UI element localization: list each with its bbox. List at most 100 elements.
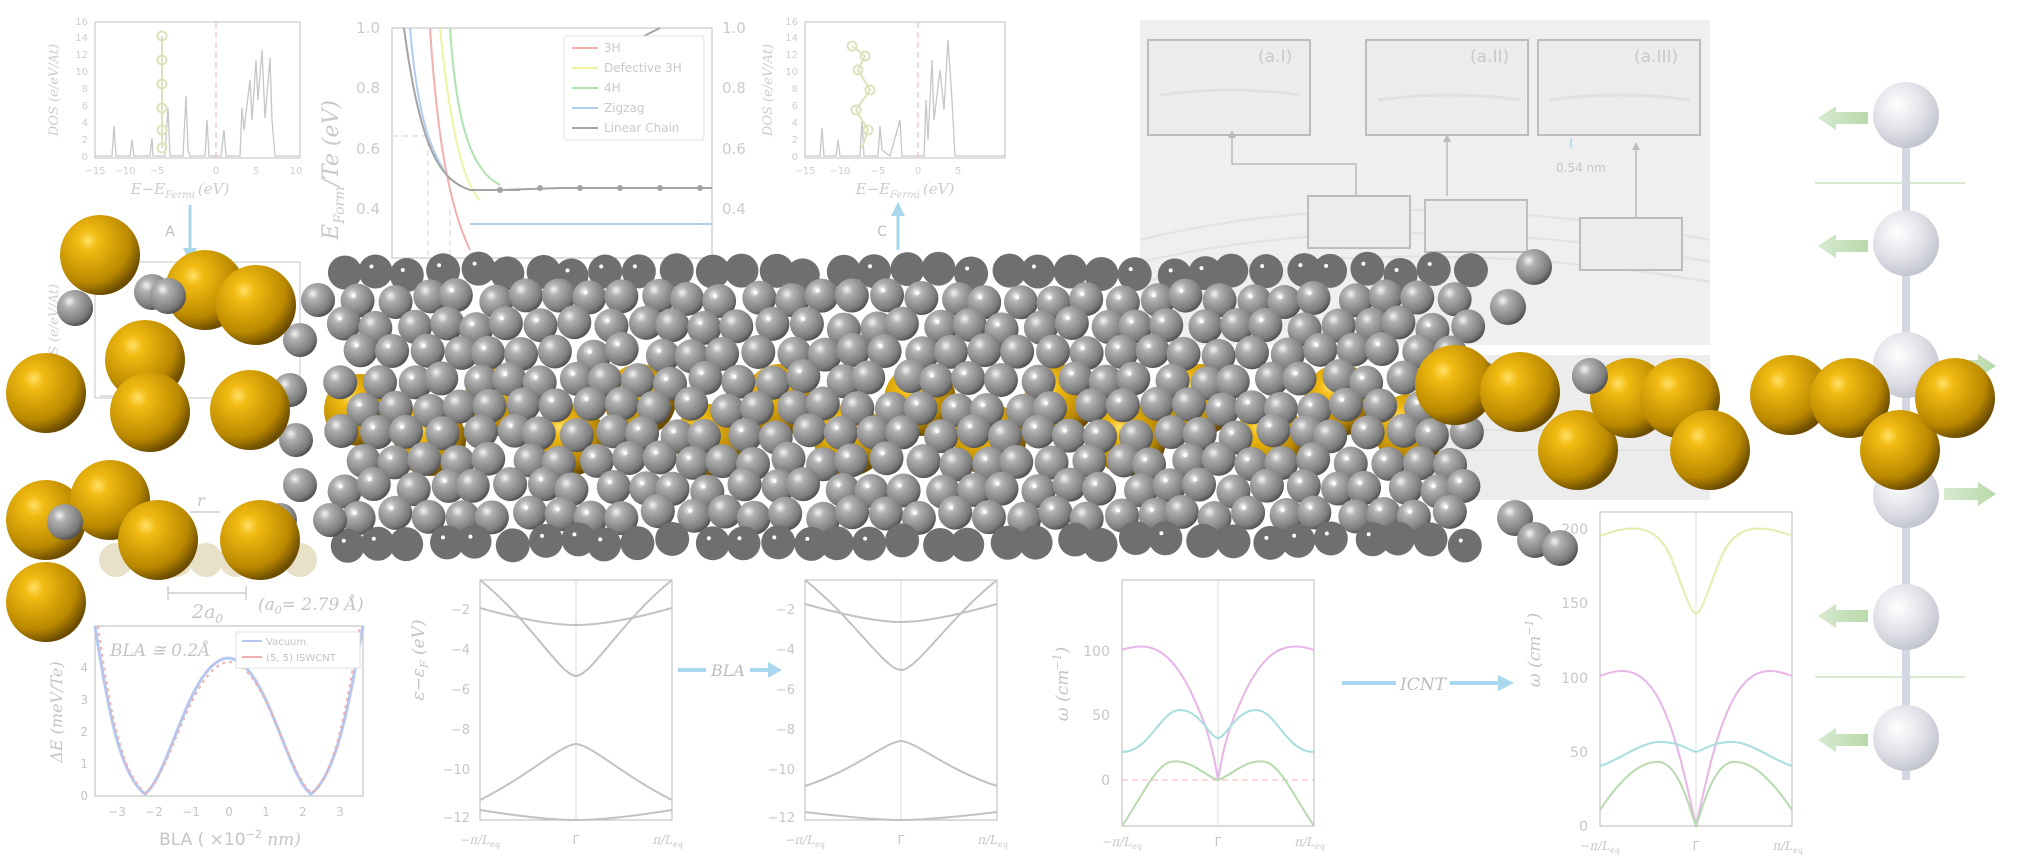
atom-highlight <box>1267 423 1272 428</box>
carbon-atom <box>324 413 359 448</box>
legend-entry: Vacuum <box>266 637 306 648</box>
atom-highlight <box>878 344 883 349</box>
legend-entry: Linear Chain <box>604 121 679 135</box>
carbon-atom <box>705 336 740 371</box>
carbon-atom <box>834 278 869 313</box>
carbon-atom <box>330 528 365 563</box>
bands1-ytick: −8 <box>451 723 470 738</box>
carbon-atom <box>341 501 376 536</box>
carbon-atom <box>1403 446 1438 481</box>
carbon-atom <box>1253 525 1288 560</box>
carbon-atom <box>1350 415 1385 450</box>
carbon-atom <box>495 528 530 563</box>
atom-highlight <box>1361 261 1366 266</box>
atom-highlight <box>1431 484 1436 489</box>
atom-highlight <box>1407 509 1412 514</box>
carbon-atom <box>938 495 973 530</box>
carbon-atom <box>655 521 690 556</box>
carbon-atom <box>1117 257 1152 292</box>
carbon-atom <box>1296 280 1331 315</box>
atom-highlight <box>352 511 357 516</box>
carbon-atom <box>792 413 827 448</box>
atom-highlight <box>1344 456 1349 461</box>
carbon-atom <box>1124 473 1159 508</box>
atom-highlight <box>534 318 539 323</box>
carbon-atom <box>604 279 639 314</box>
carbon-atom <box>1214 253 1249 288</box>
carbon-atom <box>1432 494 1467 529</box>
carbon-atom <box>1205 392 1240 427</box>
carbon-atom <box>771 441 806 476</box>
carbon-atom <box>1182 467 1217 502</box>
atom-highlight <box>623 450 628 455</box>
atom-highlight <box>468 534 473 539</box>
bla-transition-arrow: BLA <box>678 658 782 680</box>
carbon-atom <box>343 333 378 368</box>
carbon-atom <box>919 363 954 398</box>
carbon-atom <box>360 526 395 561</box>
atom-highlight <box>965 266 970 271</box>
tellurium-atom <box>1415 345 1495 425</box>
atom-highlight <box>805 536 810 541</box>
dos-a-xlabel: E−EFermi (eV) <box>130 180 230 201</box>
chain-a0-value: (a0= 2.79 Å) <box>258 594 364 617</box>
phonon1-xtick: Γ <box>1215 835 1222 849</box>
carbon-atom <box>726 526 761 561</box>
atom-highlight <box>688 508 693 513</box>
atom-highlight <box>442 478 447 483</box>
atom-highlight <box>713 294 718 299</box>
atom-highlight <box>1166 373 1171 378</box>
carbon-atom <box>670 281 705 316</box>
formation-ytick-right: 0.4 <box>722 200 746 218</box>
carbon-atom <box>1201 441 1236 476</box>
carbon-atom <box>1313 521 1348 556</box>
carbon-atom <box>755 306 790 341</box>
bla-ytick: 3 <box>80 693 88 707</box>
carbon-atom <box>789 306 824 341</box>
atom-highlight <box>772 535 777 540</box>
atom-highlight <box>369 264 374 269</box>
bands2-ytick: −6 <box>776 683 795 698</box>
formation-ytick-right: 0.6 <box>722 140 746 158</box>
carbon-atom <box>389 258 424 293</box>
dos-panel-a: 0 2 4 6 8 10 12 14 16 −15 −10 −5 0 5 10 … <box>47 17 302 201</box>
carbon-atom <box>1074 388 1109 423</box>
carbon-atom <box>992 253 1027 288</box>
dos-c-xtick: 5 <box>955 166 961 177</box>
carbon-atom <box>327 255 362 290</box>
dos-c-ytick: 12 <box>785 50 798 61</box>
bla-arrow-label: BLA <box>710 661 745 680</box>
carbon-atom <box>471 441 506 476</box>
atom-highlight <box>565 268 570 273</box>
carbon-atom <box>988 419 1023 454</box>
atom-highlight <box>640 481 645 486</box>
tellurium-atom <box>6 562 86 642</box>
atom-highlight <box>1260 264 1265 269</box>
carbon-atom <box>1437 282 1472 317</box>
carbon-atom <box>786 467 821 502</box>
carbon-atom <box>620 526 655 561</box>
atom-highlight <box>437 263 442 268</box>
bands2-ytick: −10 <box>768 763 795 778</box>
tellurium-atom <box>210 370 290 450</box>
bands1-ytick: −6 <box>451 683 470 698</box>
carbon-atom <box>1286 469 1321 504</box>
atom-highlight <box>1264 535 1269 540</box>
atom-highlight <box>1229 430 1234 435</box>
atom-highlight <box>1043 401 1048 406</box>
atom-highlight <box>949 505 954 510</box>
atom-highlight <box>1146 344 1151 349</box>
atom-highlight <box>836 483 841 488</box>
bla-xtick: −3 <box>108 805 126 819</box>
atom-highlight <box>686 455 691 460</box>
dos-c-ytick: 10 <box>785 67 798 78</box>
carbon-atom <box>1018 525 1053 560</box>
carbon-atom <box>1166 336 1201 371</box>
tellurium-atom <box>1538 410 1618 490</box>
carbon-atom <box>596 414 631 449</box>
bla-xtick: 3 <box>336 805 344 819</box>
legend-entry: 3H <box>604 41 621 55</box>
carbon-atom <box>885 523 920 558</box>
legend-entry: Zigzag <box>604 101 644 115</box>
carbon-atom <box>1106 443 1141 478</box>
